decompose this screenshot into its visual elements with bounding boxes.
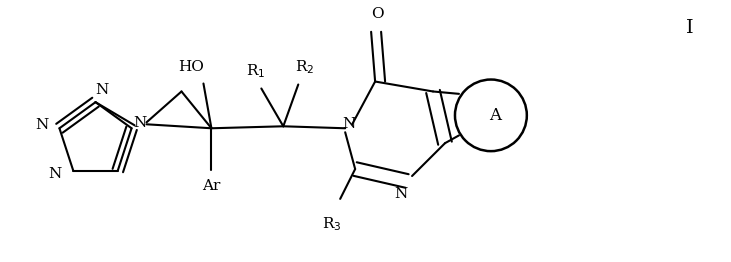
Text: R$_3$: R$_3$	[322, 215, 342, 233]
Text: I: I	[686, 19, 693, 37]
Text: N: N	[343, 117, 356, 131]
Text: HO: HO	[178, 59, 205, 74]
Text: R$_1$: R$_1$	[246, 63, 265, 80]
Text: O: O	[371, 7, 384, 21]
Text: N: N	[133, 116, 146, 130]
Text: N: N	[395, 187, 408, 201]
Text: N: N	[35, 118, 48, 132]
Text: A: A	[489, 107, 501, 124]
Text: N: N	[95, 83, 108, 97]
Text: N: N	[49, 167, 62, 181]
Text: Ar: Ar	[202, 179, 221, 193]
Text: R$_2$: R$_2$	[295, 59, 314, 77]
